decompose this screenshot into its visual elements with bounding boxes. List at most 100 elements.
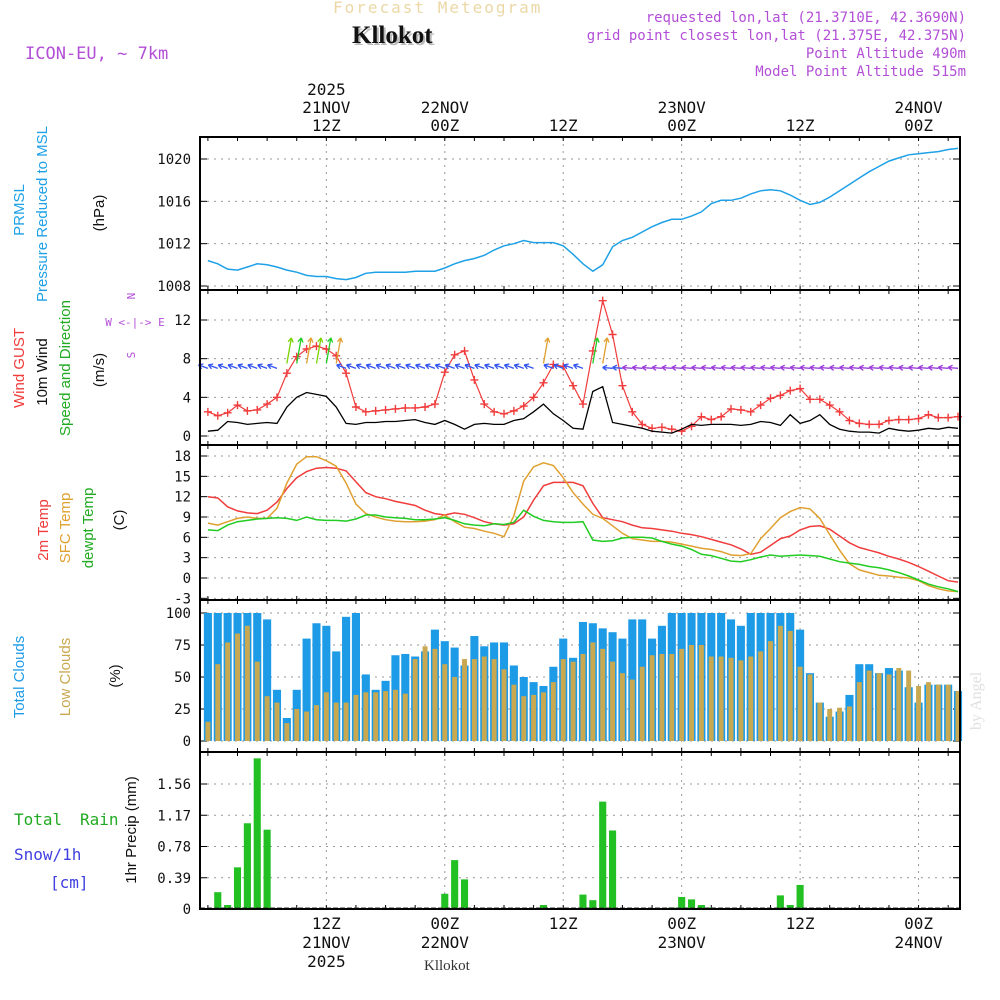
low-cloud-bar [935, 684, 941, 741]
top-time-label: 00Z [667, 116, 696, 135]
low-cloud-bar [501, 669, 507, 741]
wind-arrow [542, 337, 549, 364]
precip-y-tick-label: 0.78 [157, 840, 191, 856]
low-cloud-bar [244, 625, 250, 741]
wind-arrow [878, 366, 889, 369]
gust-point [371, 406, 380, 415]
low-cloud-bar [916, 685, 922, 741]
temp-dewpt-line [207, 509, 959, 593]
wind-arrow-head [425, 363, 431, 370]
wind-arrow-head [317, 337, 324, 343]
top-time-label: 21NOV [302, 98, 351, 117]
wind-arrow [790, 366, 801, 369]
low-cloud-bar [866, 670, 872, 741]
low-cloud-bar [659, 653, 665, 741]
gust-point [253, 405, 262, 414]
low-cloud-bar [777, 625, 783, 741]
low-cloud-bar [432, 648, 438, 741]
wind-arrow-head [947, 364, 953, 371]
wind-arrow [928, 366, 939, 369]
low-cloud-bar [521, 696, 527, 741]
point-altitude: Point Altitude 490m [805, 46, 966, 62]
bottom-time-label: 00Z [430, 914, 459, 933]
low-cloud-bar [422, 646, 428, 741]
low-cloud-bar [925, 682, 931, 741]
gust-point [865, 420, 874, 429]
top-time-label: 23NOV [658, 98, 707, 117]
gust-point [391, 404, 400, 413]
pressure-unit: (hPa) [91, 195, 108, 232]
wind-arrow-head [267, 363, 273, 370]
wind-arrow-head [593, 337, 600, 343]
wind-arrow-head [385, 363, 392, 370]
wind-arrow-head [602, 364, 608, 371]
pressure-y-tick-label: 1008 [157, 279, 191, 295]
wind-arrow-head [621, 364, 628, 371]
wind-arrow [247, 364, 258, 369]
low-cloud-bar [698, 645, 704, 741]
low-cloud-bar [284, 723, 290, 741]
wind-arrow [484, 364, 495, 369]
gust-point [618, 381, 627, 390]
low-cloud-bar [304, 711, 310, 741]
low-cloud-bar [392, 689, 398, 741]
clouds-y-tick-label: 0 [183, 734, 191, 750]
precip-total-label: Total [14, 810, 62, 829]
wind-y-tick-label: 8 [183, 352, 191, 368]
wind-arrow-head [553, 363, 559, 370]
wind-arrow [208, 364, 218, 369]
wind-arrow [780, 366, 791, 369]
gust-point [411, 403, 420, 412]
total-cloud-bar [302, 638, 311, 741]
rain-bar [243, 823, 251, 909]
gust-point [361, 407, 370, 416]
wind-arrow [356, 364, 367, 369]
pressure-grid [200, 137, 960, 290]
gust-point [450, 350, 459, 359]
temperature-y-tick-label: 18 [174, 449, 191, 465]
low-cloud-bar [797, 666, 803, 741]
gust-point [440, 368, 449, 377]
rain-bar [263, 829, 271, 909]
total-cloud-bar [312, 623, 321, 741]
low-cloud-bar [708, 656, 714, 741]
wind-arrow [642, 366, 653, 369]
wind-arrow [415, 364, 426, 369]
wind-arrow-head [484, 363, 490, 370]
gust-point [845, 416, 854, 425]
wind-arrow-head [750, 364, 756, 371]
wind-arrow-head [937, 364, 943, 371]
wind-unit: (m/s) [91, 353, 108, 387]
wind-arrow-head [789, 364, 795, 371]
wind-speed-label: 10m Wind [34, 338, 51, 406]
bottom-time-label: 22NOV [421, 933, 470, 952]
wind-arrow-head [336, 363, 342, 370]
gust-point [934, 413, 943, 422]
bottom-time-label: 12Z [786, 914, 815, 933]
wind-arrow [504, 364, 515, 369]
gust-point [342, 369, 351, 378]
low-cloud-bar [639, 666, 645, 741]
gust-point [598, 296, 607, 305]
gust-point [756, 401, 765, 410]
gust-point [746, 407, 755, 416]
low-cloud-bar [768, 641, 773, 741]
pressure-label-desc: Pressure Reduced to MSL [34, 126, 51, 302]
wind-arrow [218, 364, 228, 369]
gust-point [697, 412, 706, 421]
wind-arrow-head [681, 364, 687, 371]
temp-sfc-line [207, 455, 959, 593]
wind-arrow [829, 366, 840, 369]
requested-coordinates: requested lon,lat (21.3710E, 42.3690N) [645, 10, 966, 26]
gust-point [766, 394, 775, 403]
low-cloud-bar [590, 642, 596, 741]
low-cloud-bar [491, 659, 497, 741]
total-cloud-bar [263, 619, 272, 741]
rain-bar [460, 879, 469, 909]
wind-arrow-head [365, 363, 372, 370]
gust-point [884, 416, 893, 425]
wind-arrow-head [809, 364, 815, 371]
gust-point [519, 402, 528, 411]
low-cloud-bar [294, 709, 300, 741]
